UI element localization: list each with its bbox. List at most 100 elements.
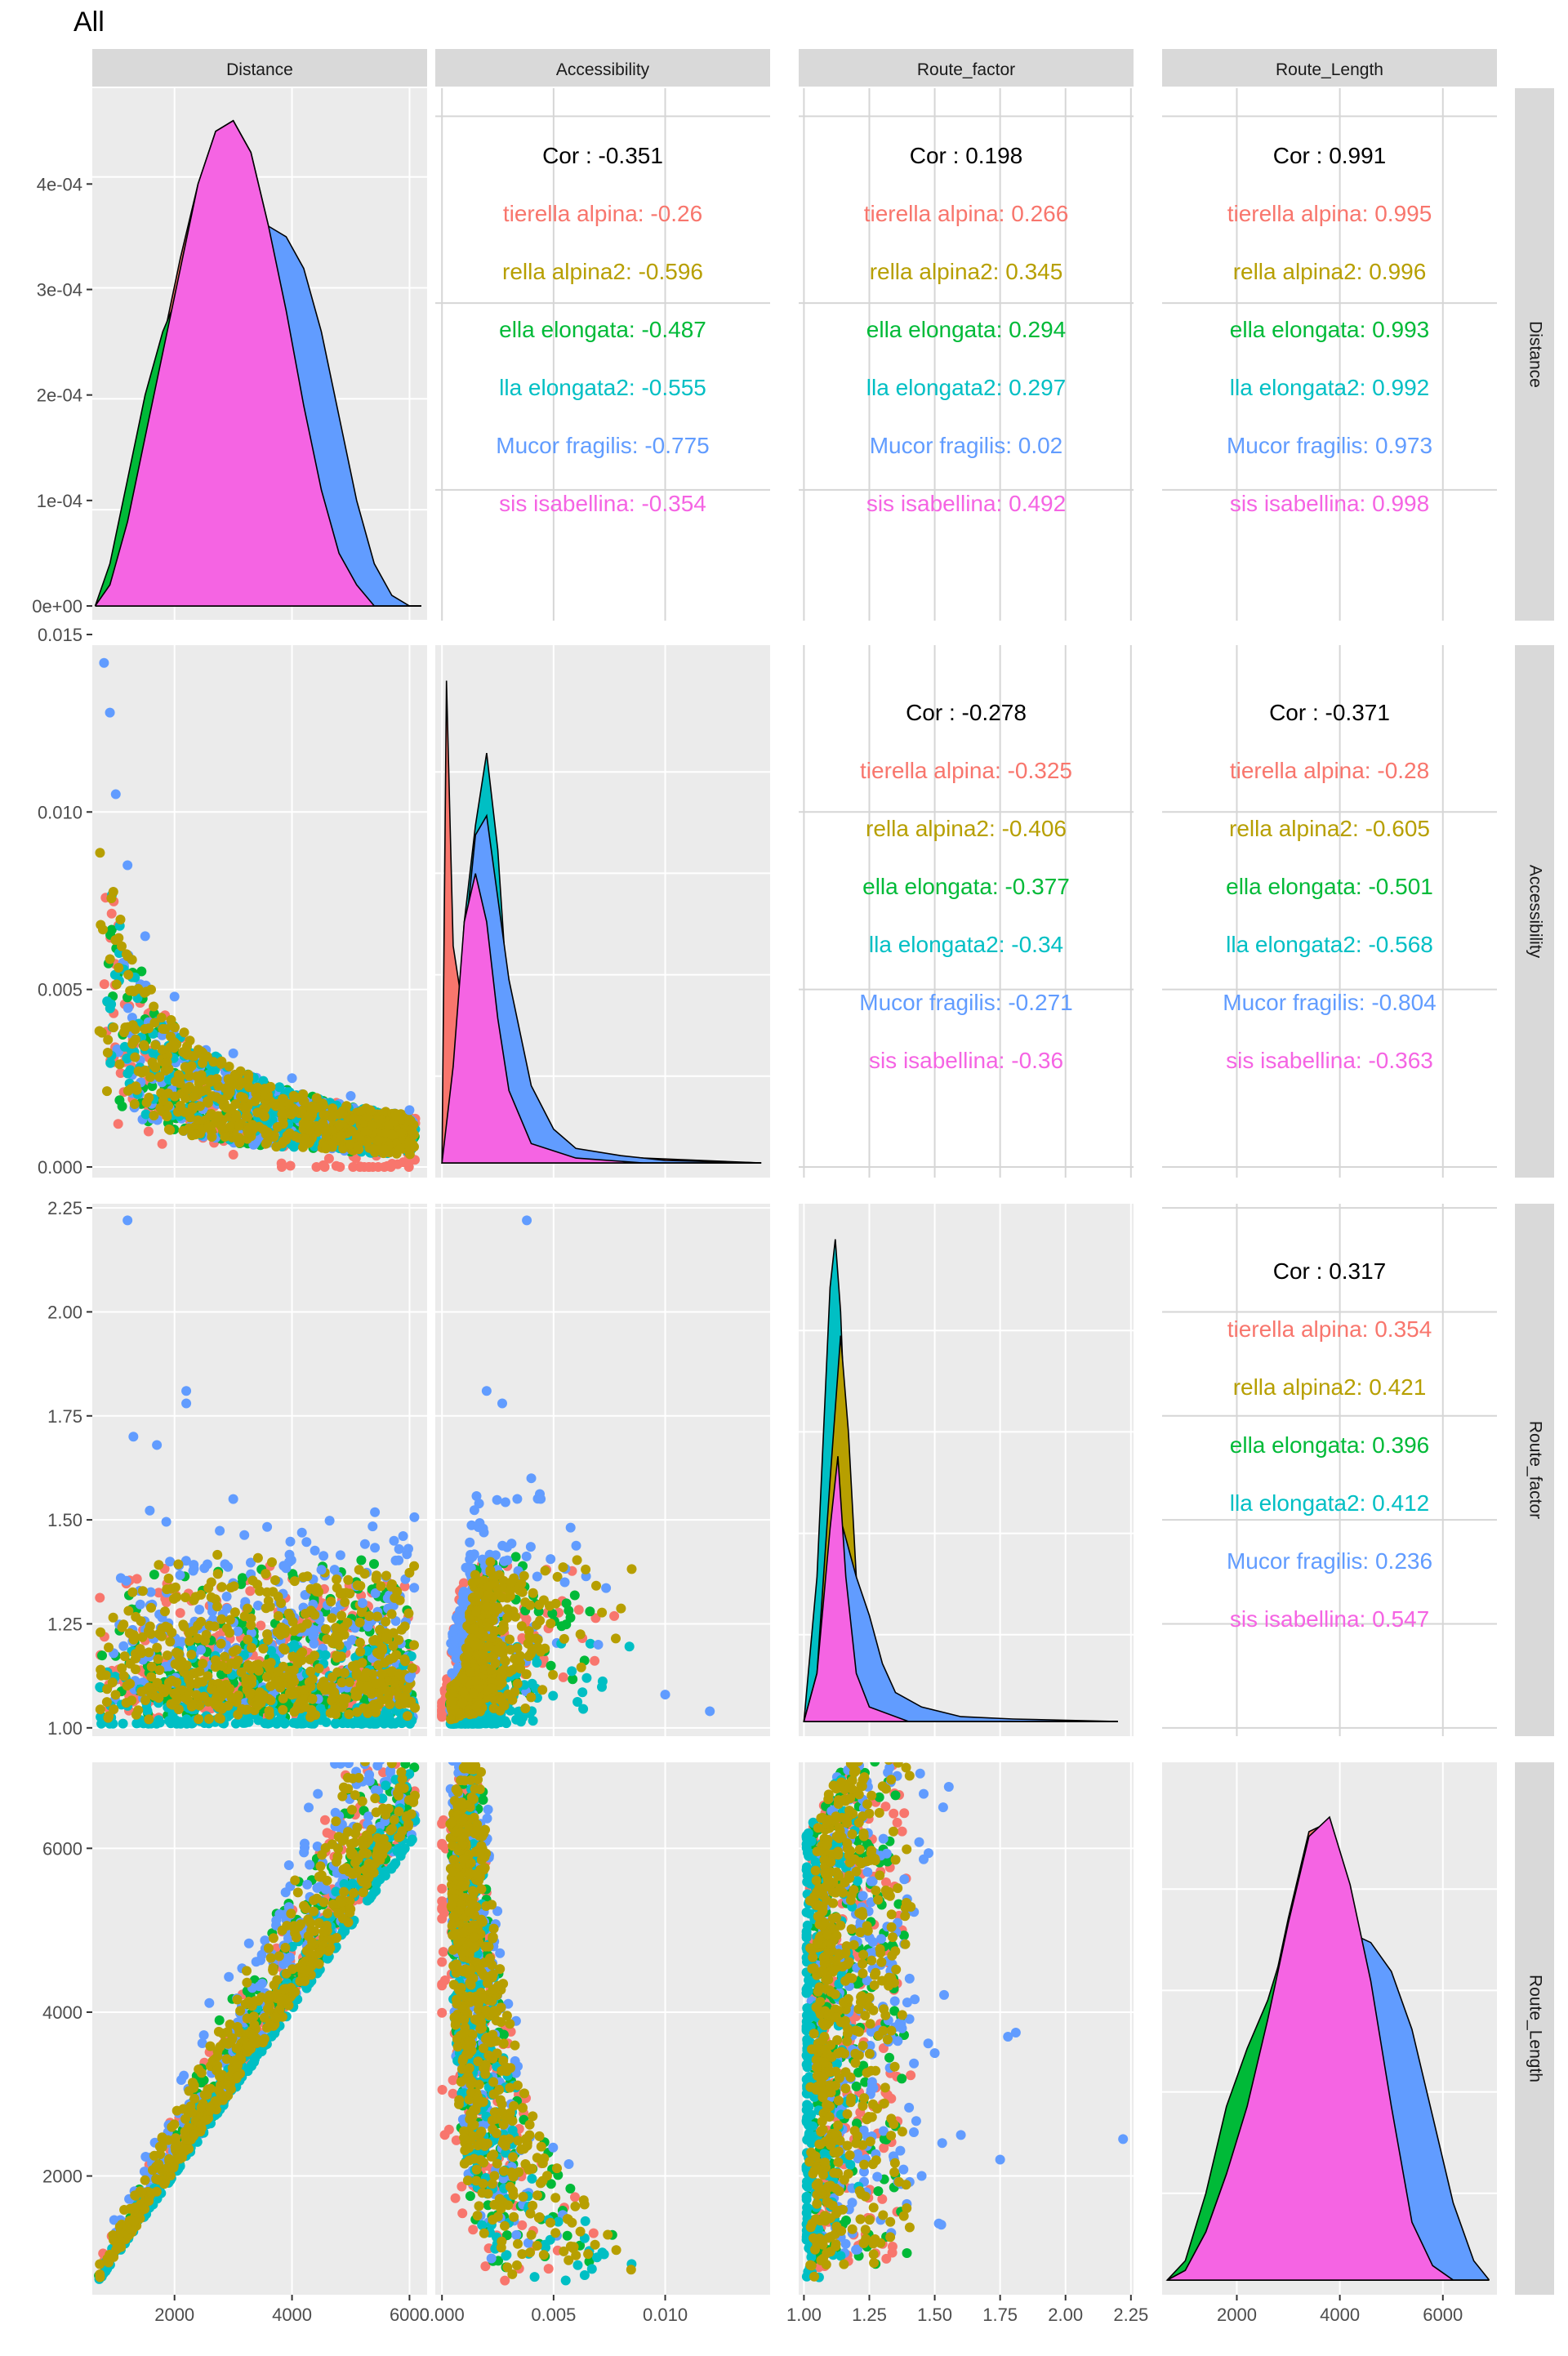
- scatter-point: [546, 1554, 555, 1564]
- scatter-point: [146, 1629, 156, 1639]
- scatter-point: [408, 1126, 417, 1136]
- scatter-point: [321, 1650, 331, 1660]
- scatter-point: [332, 1653, 342, 1663]
- scatter-point: [458, 1698, 468, 1708]
- scatter-point: [306, 1606, 316, 1615]
- column-strip-label: Distance: [226, 60, 293, 79]
- scatter-point: [103, 1048, 113, 1058]
- scatter-point: [170, 991, 180, 1001]
- scatter-point: [213, 1111, 223, 1121]
- scatter-point: [175, 1662, 185, 1672]
- scatter-point: [348, 1719, 358, 1729]
- scatter-point: [479, 1524, 488, 1534]
- scatter-point: [340, 1597, 350, 1607]
- scatter-point: [455, 1606, 465, 1615]
- scatter-point: [360, 1539, 370, 1549]
- scatter-point: [310, 1546, 320, 1556]
- scatter-point: [559, 1562, 568, 1572]
- scatter-point: [332, 1668, 342, 1677]
- scatter-point: [181, 1399, 191, 1409]
- scatter-point: [266, 1658, 276, 1668]
- scatter-point: [446, 1714, 456, 1724]
- scatter-point: [370, 1635, 380, 1645]
- scatter-point: [497, 1399, 507, 1409]
- scatter-point: [245, 1689, 255, 1699]
- scatter-point: [293, 1659, 303, 1668]
- scatter-point: [705, 1706, 715, 1716]
- scatter-point: [162, 1517, 172, 1527]
- scatter-point: [616, 1604, 626, 1614]
- scatter-point: [144, 1647, 154, 1657]
- scatter-point: [194, 1044, 203, 1054]
- scatter-point: [193, 1116, 203, 1125]
- scatter-point: [348, 1162, 358, 1172]
- scatter-point: [196, 1645, 206, 1655]
- scatter-point: [465, 1554, 474, 1564]
- scatter-point: [539, 1596, 549, 1606]
- scatter-point: [403, 1544, 413, 1554]
- scatter-point: [185, 1628, 194, 1638]
- scatter-point: [114, 1119, 123, 1129]
- scatter-point: [216, 1714, 225, 1724]
- scatter-point: [276, 1598, 286, 1608]
- scatter-point: [321, 1143, 331, 1153]
- scatter-point: [585, 1606, 595, 1616]
- scatter-point: [233, 1627, 243, 1637]
- scatter-point: [136, 1644, 145, 1654]
- scatter-point: [163, 1650, 172, 1660]
- scatter-point: [331, 1632, 341, 1641]
- row-strip-label: Accessibility: [1526, 865, 1544, 959]
- scatter-point: [211, 1594, 220, 1604]
- scatter-point: [159, 1687, 169, 1697]
- scatter-point: [229, 1647, 238, 1657]
- scatter-point: [395, 1596, 405, 1606]
- scatter-point: [471, 1606, 481, 1616]
- scatter-point: [189, 1092, 198, 1102]
- scatter-point: [158, 1024, 167, 1034]
- scatter-point: [391, 1650, 401, 1660]
- scatter-point: [410, 1703, 420, 1712]
- scatter-point: [154, 1655, 163, 1664]
- scatter-point: [118, 1719, 128, 1729]
- scatter-point: [353, 1580, 363, 1590]
- scatter-point: [578, 1704, 588, 1714]
- scatter-point: [102, 1697, 112, 1707]
- scatter-point: [371, 1703, 381, 1712]
- scatter-point: [409, 1640, 419, 1650]
- scatter-point: [661, 1690, 670, 1699]
- scatter-point: [105, 955, 115, 964]
- scatter-point: [474, 1588, 483, 1597]
- scatter-point: [329, 1687, 339, 1697]
- scatter-point: [245, 1586, 255, 1596]
- scatter-point: [292, 1624, 301, 1634]
- scatter-point: [252, 1083, 262, 1093]
- scatter-point: [355, 1647, 365, 1657]
- scatter-point: [278, 1705, 287, 1715]
- scatter-point: [409, 1561, 419, 1571]
- scatter-point: [212, 1550, 222, 1560]
- scatter-point: [265, 1710, 274, 1720]
- scatter-point: [120, 1022, 130, 1032]
- scatter-point: [164, 1574, 174, 1583]
- scatter-point: [551, 1599, 561, 1609]
- scatter-point: [447, 1697, 457, 1707]
- scatter-point: [131, 1718, 141, 1728]
- scatter-point: [127, 1588, 137, 1597]
- scatter-point: [171, 1690, 180, 1699]
- scatter-point: [204, 1122, 214, 1132]
- scatter-point: [129, 1635, 139, 1645]
- scatter-point: [470, 1597, 480, 1606]
- scatter-point: [262, 1672, 272, 1682]
- scatter-point: [247, 1643, 256, 1653]
- scatter-point: [147, 1662, 157, 1672]
- scatter-point: [594, 1640, 604, 1650]
- scatter-point: [492, 1495, 502, 1505]
- scatter-point: [395, 1143, 405, 1153]
- scatter-point: [149, 1018, 159, 1027]
- scatter-point: [500, 1701, 510, 1711]
- scatter-point: [262, 1588, 272, 1597]
- scatter-point: [581, 1565, 590, 1574]
- scatter-point: [180, 1062, 190, 1072]
- scatter-point: [274, 1082, 284, 1092]
- scatter-point: [331, 1623, 341, 1632]
